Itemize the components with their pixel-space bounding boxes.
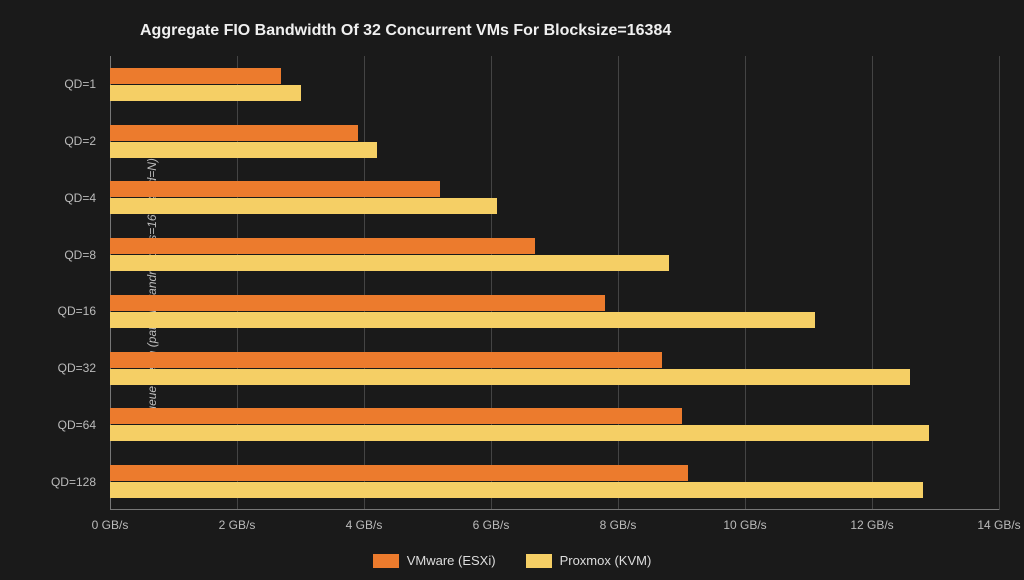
x-axis-ticks: 0 GB/s2 GB/s4 GB/s6 GB/s8 GB/s10 GB/s12 … [110,518,999,534]
bar-group: QD=32 [110,340,999,397]
bar-group: QD=2 [110,113,999,170]
bar [110,408,682,424]
category-label: QD=128 [51,475,110,489]
bandwidth-chart: Aggregate FIO Bandwidth Of 32 Concurrent… [0,0,1024,580]
bar-row [110,425,999,441]
category-label: QD=2 [64,134,110,148]
x-tick-label: 2 GB/s [219,518,256,532]
legend-item-vmware: VMware (ESXi) [373,553,496,568]
x-tick-label: 6 GB/s [473,518,510,532]
bar [110,465,688,481]
bar-row [110,312,999,328]
category-label: QD=16 [58,304,110,318]
bar-row [110,408,999,424]
x-tick-label: 4 GB/s [346,518,383,532]
bar-row [110,125,999,141]
legend-label-vmware: VMware (ESXi) [407,553,496,568]
bar [110,68,281,84]
bar [110,238,535,254]
bar-row [110,142,999,158]
category-label: QD=8 [64,248,110,262]
bar [110,125,358,141]
bar [110,142,377,158]
legend-swatch-vmware [373,554,399,568]
bar [110,198,497,214]
legend: VMware (ESXi) Proxmox (KVM) [0,553,1024,568]
bar-row [110,85,999,101]
bar-row [110,352,999,368]
bar-group: QD=8 [110,226,999,283]
category-label: QD=1 [64,77,110,91]
x-tick-label: 10 GB/s [723,518,766,532]
bar-group: QD=64 [110,397,999,454]
category-label: QD=4 [64,191,110,205]
x-tick-label: 14 GB/s [977,518,1020,532]
bar-group: QD=16 [110,283,999,340]
category-label: QD=64 [58,418,110,432]
x-tick-label: 12 GB/s [850,518,893,532]
bar-row [110,482,999,498]
bar-group: QD=4 [110,170,999,227]
grid-line [999,56,1000,510]
bar [110,85,301,101]
bar [110,255,669,271]
bar-group: QD=1 [110,56,999,113]
bar-row [110,198,999,214]
bar-row [110,255,999,271]
bar-row [110,295,999,311]
legend-item-proxmox: Proxmox (KVM) [526,553,652,568]
legend-label-proxmox: Proxmox (KVM) [560,553,652,568]
bar-row [110,68,999,84]
legend-swatch-proxmox [526,554,552,568]
category-label: QD=32 [58,361,110,375]
bar [110,482,923,498]
bar [110,181,440,197]
bar-row [110,238,999,254]
chart-title: Aggregate FIO Bandwidth Of 32 Concurrent… [0,0,1024,40]
plot-area: QD=1QD=2QD=4QD=8QD=16QD=32QD=64QD=128 [110,56,999,510]
x-tick-label: 8 GB/s [600,518,637,532]
bar-row [110,369,999,385]
bar-row [110,181,999,197]
bar [110,369,910,385]
bar [110,425,929,441]
bar-group: QD=128 [110,453,999,510]
bar [110,312,815,328]
bar [110,295,605,311]
bar [110,352,662,368]
bar-groups: QD=1QD=2QD=4QD=8QD=16QD=32QD=64QD=128 [110,56,999,510]
bar-row [110,465,999,481]
x-tick-label: 0 GB/s [92,518,129,532]
